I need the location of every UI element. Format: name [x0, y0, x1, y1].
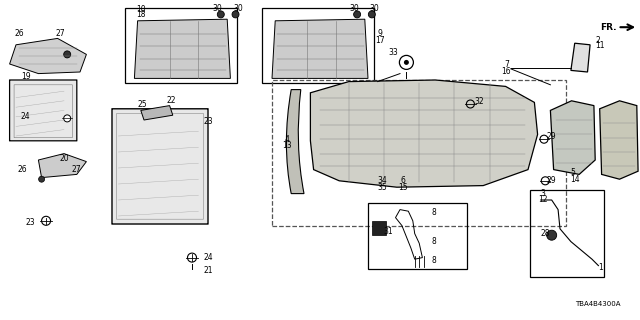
Circle shape: [404, 60, 409, 65]
Text: 31: 31: [383, 228, 394, 236]
Text: 23: 23: [203, 117, 213, 126]
Polygon shape: [10, 38, 86, 74]
Text: 12: 12: [538, 195, 547, 204]
Text: 9: 9: [378, 29, 383, 38]
Circle shape: [64, 51, 70, 58]
Text: 13: 13: [282, 141, 292, 150]
Circle shape: [354, 11, 360, 18]
Text: 4: 4: [285, 135, 290, 144]
Text: 24: 24: [204, 253, 214, 262]
Polygon shape: [272, 19, 368, 78]
Circle shape: [218, 11, 224, 18]
Text: 30: 30: [233, 4, 243, 13]
Text: 17: 17: [375, 36, 385, 44]
Text: 30: 30: [349, 4, 360, 13]
Text: 1: 1: [598, 263, 603, 272]
Bar: [372, 221, 387, 235]
Text: 8: 8: [431, 256, 436, 265]
Polygon shape: [310, 80, 538, 187]
Text: 24: 24: [20, 112, 31, 121]
Text: 21: 21: [204, 266, 213, 275]
Text: 29: 29: [547, 132, 557, 140]
Text: 26: 26: [17, 165, 28, 174]
Circle shape: [38, 176, 45, 182]
Circle shape: [64, 115, 70, 122]
Text: 16: 16: [500, 67, 511, 76]
Text: 6: 6: [401, 176, 406, 185]
Text: 23: 23: [26, 218, 36, 227]
FancyBboxPatch shape: [10, 80, 77, 141]
Text: FR.: FR.: [600, 23, 616, 32]
Polygon shape: [550, 101, 595, 174]
Text: 22: 22: [166, 96, 175, 105]
Text: 33: 33: [388, 48, 399, 57]
Bar: [262, 8, 374, 83]
Text: 15: 15: [398, 183, 408, 192]
Polygon shape: [600, 101, 638, 179]
Text: 28: 28: [541, 229, 550, 238]
Text: 27: 27: [56, 29, 66, 38]
Polygon shape: [38, 154, 86, 178]
Text: 29: 29: [547, 176, 557, 185]
FancyBboxPatch shape: [112, 109, 208, 224]
Text: 30: 30: [212, 4, 223, 13]
Circle shape: [547, 230, 557, 240]
Text: 7: 7: [504, 60, 509, 68]
Text: 27: 27: [72, 165, 82, 174]
Text: 5: 5: [570, 168, 575, 177]
Text: 8: 8: [431, 237, 436, 246]
Bar: [368, 203, 467, 269]
Text: 14: 14: [570, 175, 580, 184]
Bar: [272, 80, 566, 226]
Text: 26: 26: [14, 29, 24, 38]
Circle shape: [42, 216, 51, 225]
Text: 35: 35: [377, 183, 387, 192]
Text: 8: 8: [431, 208, 436, 217]
Polygon shape: [134, 19, 230, 78]
Text: 18: 18: [136, 10, 145, 19]
Text: 32: 32: [474, 97, 484, 106]
Text: 3: 3: [540, 189, 545, 198]
Bar: [125, 8, 237, 83]
Text: 30: 30: [369, 4, 380, 13]
Circle shape: [232, 11, 239, 18]
Text: 11: 11: [595, 41, 604, 50]
Text: 10: 10: [136, 5, 146, 14]
Bar: [530, 190, 604, 277]
Text: 2: 2: [595, 36, 600, 44]
Circle shape: [188, 253, 196, 262]
Polygon shape: [571, 43, 590, 72]
PathPatch shape: [287, 90, 304, 194]
Text: 34: 34: [377, 176, 387, 185]
Polygon shape: [141, 106, 173, 120]
Circle shape: [369, 11, 375, 18]
Text: 20: 20: [59, 154, 69, 163]
Text: TBA4B4300A: TBA4B4300A: [575, 301, 621, 307]
Text: 19: 19: [20, 72, 31, 81]
Text: 25: 25: [138, 100, 148, 108]
